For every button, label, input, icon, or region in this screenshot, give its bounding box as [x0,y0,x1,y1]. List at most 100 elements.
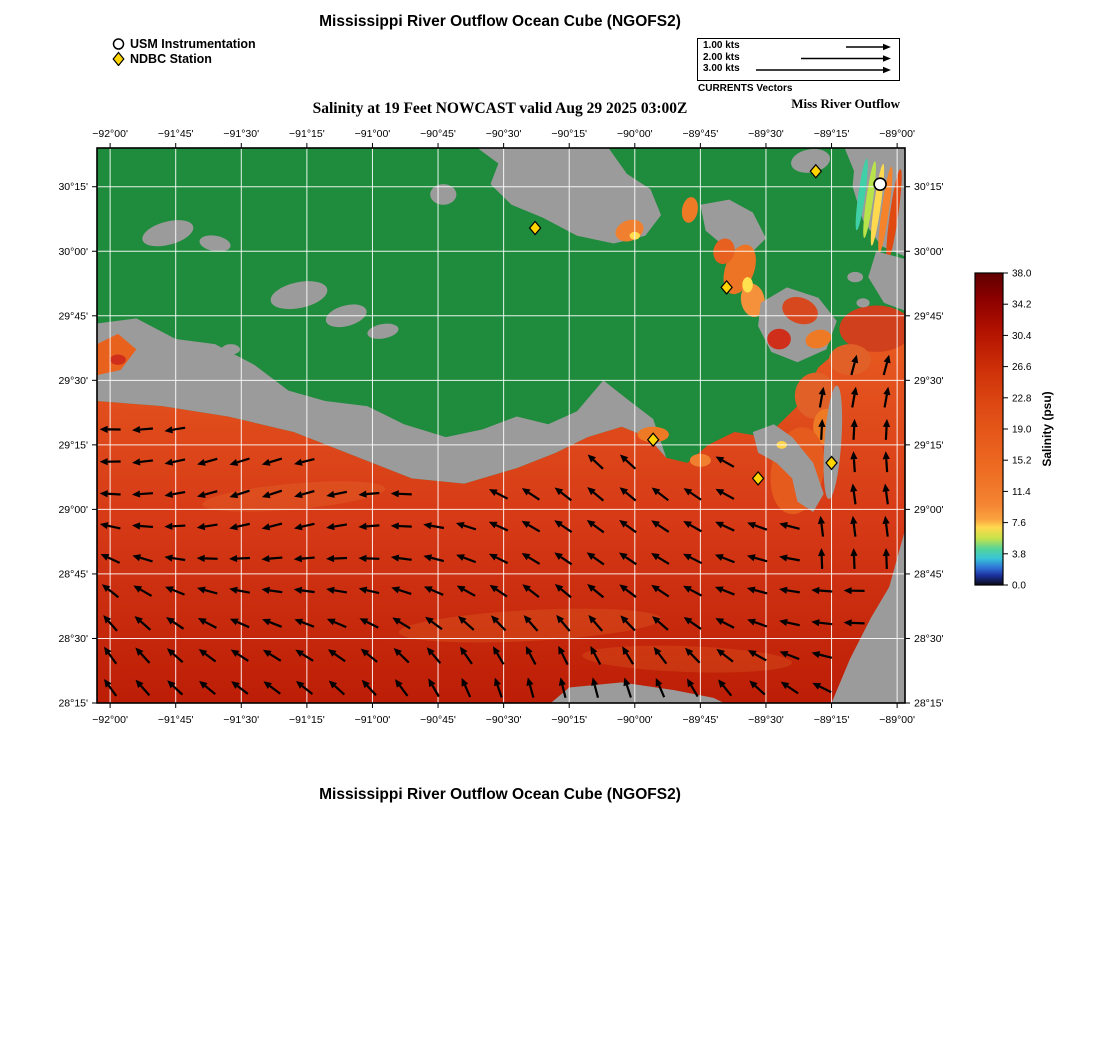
lon-tick-label: −91°45' [158,714,194,726]
map-subtitle: Salinity at 19 Feet NOWCAST valid Aug 29… [312,100,688,117]
legend-item-usm: USM Instrumentation [111,36,256,51]
lon-tick-label: −90°30' [486,128,522,140]
lon-tick-label: −91°30' [223,128,259,140]
ndbc-station-marker [825,455,838,471]
lat-tick-label: 28°45' [914,568,944,580]
footer-title: Mississippi River Outflow Ocean Cube (NG… [319,786,681,803]
lon-tick-label: −90°45' [420,128,456,140]
lon-tick-label: −92°00' [92,128,128,140]
map-feature [681,197,698,223]
map-feature [886,169,902,262]
lat-tick-label: 29°45' [914,310,944,322]
region-label: Miss River Outflow [791,96,900,111]
lon-tick-label: −91°45' [158,128,194,140]
lon-tick-label: −89°15' [814,714,850,726]
map-feature [110,354,126,365]
currents-caption: CURRENTS Vectors [698,83,793,94]
map-feature [221,344,240,355]
legend-label-ndbc: NDBC Station [130,51,212,66]
map-feature [752,424,824,512]
currents-scale-label: 2.00 kts [703,51,740,63]
lat-tick-label: 28°30' [58,633,88,645]
lon-tick-label: −89°30' [748,714,784,726]
colorbar-tick-label: 7.6 [1012,518,1026,529]
map-feature [847,271,864,283]
colorbar-tick-label: 11.4 [1012,487,1031,498]
currents-scale-arrows [756,43,891,74]
map-feature [97,333,137,376]
lon-tick-label: −90°00' [617,714,653,726]
lon-tick-label: −89°30' [748,128,784,140]
currents-scale-label: 1.00 kts [703,40,740,51]
map-feature [142,220,194,247]
map-feature [742,277,753,293]
lon-tick-label: −90°45' [420,714,456,726]
lat-tick-label: 29°15' [914,439,944,451]
map-feature [794,372,837,420]
ndbc-station-marker [528,220,542,236]
map-feature [878,166,893,254]
map-feature [430,184,457,205]
map-feature [550,682,724,703]
lat-tick-label: 30°15' [58,181,88,193]
colorbar-tick-label: 3.8 [1012,549,1026,560]
map-canvas [97,148,905,703]
map-feature [199,235,231,252]
map-feature [202,481,386,512]
lon-tick-label: −89°45' [683,128,719,140]
lat-tick-label: 28°30' [914,633,944,645]
lat-tick-label: 28°45' [58,568,88,580]
lat-tick-label: 30°00' [914,246,944,258]
ndbc-station-marker [646,432,660,448]
map-feature [767,328,791,350]
current-vectors [99,354,891,698]
lon-tick-label: −89°45' [683,714,719,726]
map-feature [97,318,667,484]
colorbar [974,272,1004,586]
legend-label-usm: USM Instrumentation [130,36,256,51]
usm-instrumentation-marker [873,177,887,191]
colorbar-tick-label: 34.2 [1012,300,1032,311]
map-feature [828,344,871,376]
map-feature [782,296,818,325]
map-feature [823,385,843,499]
lon-tick-label: −92°00' [92,714,128,726]
colorbar-tick-label: 19.0 [1012,425,1032,436]
lon-tick-label: −90°15' [551,128,587,140]
map-feature [839,305,905,352]
lon-tick-label: −91°00' [355,128,391,140]
ndbc-station-marker [809,163,823,179]
ndbc-station-marker [720,279,733,295]
lon-tick-label: −90°15' [551,714,587,726]
map-feature [856,298,870,308]
currents-scale-label: 3.00 kts [703,63,740,74]
map-feature [863,161,876,238]
map-feature [367,323,399,339]
ndbc-diamond-icon [112,51,125,66]
legend-item-ndbc: NDBC Station [111,51,256,66]
lat-tick-label: 29°00' [58,504,88,516]
colorbar-tick-label: 30.4 [1012,331,1032,342]
lon-tick-label: −91°30' [223,714,259,726]
map-feature [700,199,766,254]
lon-tick-label: −91°15' [289,714,325,726]
lat-tick-label: 30°00' [58,246,88,258]
ndbc-station-marker [751,470,765,486]
colorbar-axis-label: Salinity (psu) [1040,391,1054,467]
colorbar-tick-label: 0.0 [1012,581,1026,592]
usm-circle-icon [112,38,125,50]
lat-tick-label: 29°00' [914,504,944,516]
lat-tick-label: 29°45' [58,310,88,322]
map-frame [96,147,906,704]
colorbar-tick-label: 15.2 [1012,456,1032,467]
map-feature [270,281,328,310]
lon-tick-label: −89°15' [814,128,850,140]
colorbar-tick-label: 38.0 [1012,269,1032,280]
map-feature [868,251,905,311]
lon-tick-label: −89°00' [879,128,915,140]
map-legend: USM Instrumentation NDBC Station [111,36,256,66]
lat-tick-label: 29°30' [914,375,944,387]
map-feature [791,148,831,173]
